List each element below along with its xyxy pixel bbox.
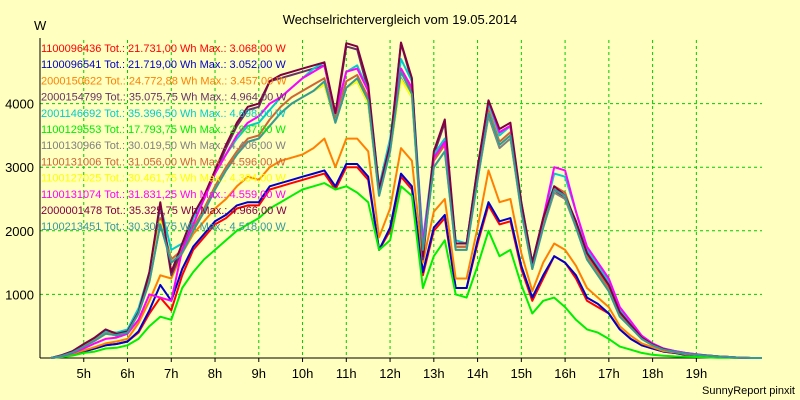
chart-title: Wechselrichtervergleich vom 19.05.2014 — [283, 12, 518, 27]
legend-entry-2000001478: 2000001478 Tot.: 35.325,75 Wh Max.: 4.96… — [41, 205, 287, 217]
legend-entry-2000150622: 2000150622 Tot.: 24.772,88 Wh Max.: 3.45… — [41, 75, 287, 87]
x-tick-label: 17h — [598, 366, 620, 381]
legend-entry-1100131006: 1100131006 Tot.: 31.056,00 Wh Max.: 4.59… — [41, 156, 286, 168]
x-tick-label: 7h — [164, 366, 178, 381]
x-tick-label: 11h — [336, 366, 357, 381]
x-tick-labels: 5h 6h 7h 8h 9h 10h 11h 12h 13h 14h 15h 16h 17h 18h 19h — [77, 366, 708, 381]
legend-entry-1100127025: 1100127025 Tot.: 30.461,75 Wh Max.: 4.38… — [41, 173, 286, 185]
x-tick-label: 13h — [423, 366, 445, 381]
x-tick-label: 14h — [467, 366, 489, 381]
x-tick-label: 12h — [379, 366, 401, 381]
y-tick-label: 1000 — [5, 287, 34, 302]
legend-entry-1100096436: 1100096436 Tot.: 21.731,00 Wh Max.: 3.06… — [41, 43, 286, 55]
y-tick-label: 3000 — [5, 160, 34, 175]
legend-entry-1100213451: 1100213451 Tot.: 30.301,75 Wh Max.: 4.51… — [41, 221, 286, 233]
x-tick-label: 15h — [510, 366, 532, 381]
x-tick-label: 6h — [120, 366, 134, 381]
x-tick-label: 5h — [77, 366, 91, 381]
legend-entry-1100131074: 1100131074 Tot.: 31.831,25 Wh Max.: 4.55… — [41, 189, 286, 201]
legend-entry-2000154799: 2000154799 Tot.: 35.075,75 Wh Max.: 4.96… — [41, 92, 287, 104]
legend-entry-1100129553: 1100129553 Tot.: 17.793,75 Wh Max.: 2.93… — [41, 124, 286, 136]
y-tick-label: 4000 — [5, 97, 34, 112]
x-tick-label: 18h — [642, 366, 664, 381]
x-tick-label: 19h — [686, 366, 708, 381]
legend-entry-1100096541: 1100096541 Tot.: 21.719,00 Wh Max.: 3.05… — [41, 59, 286, 71]
footer-credit: SunnyReport pinxit — [702, 385, 795, 397]
y-tick-label: 2000 — [5, 224, 34, 239]
legend-entry-2001146692: 2001146692 Tot.: 35.396,50 Wh Max.: 4.69… — [41, 108, 286, 120]
y-axis-unit: W — [34, 18, 47, 33]
x-tick-label: 9h — [252, 366, 266, 381]
x-tick-label: 8h — [208, 366, 222, 381]
series-line-2000150622 — [51, 139, 762, 358]
x-tick-label: 16h — [554, 366, 576, 381]
y-tick-labels: 1000 2000 3000 4000 — [5, 97, 34, 303]
legend-entry-1100130966: 1100130966 Tot.: 30.019,50 Wh Max.: 4.40… — [41, 140, 286, 152]
x-tick-label: 10h — [292, 366, 314, 381]
